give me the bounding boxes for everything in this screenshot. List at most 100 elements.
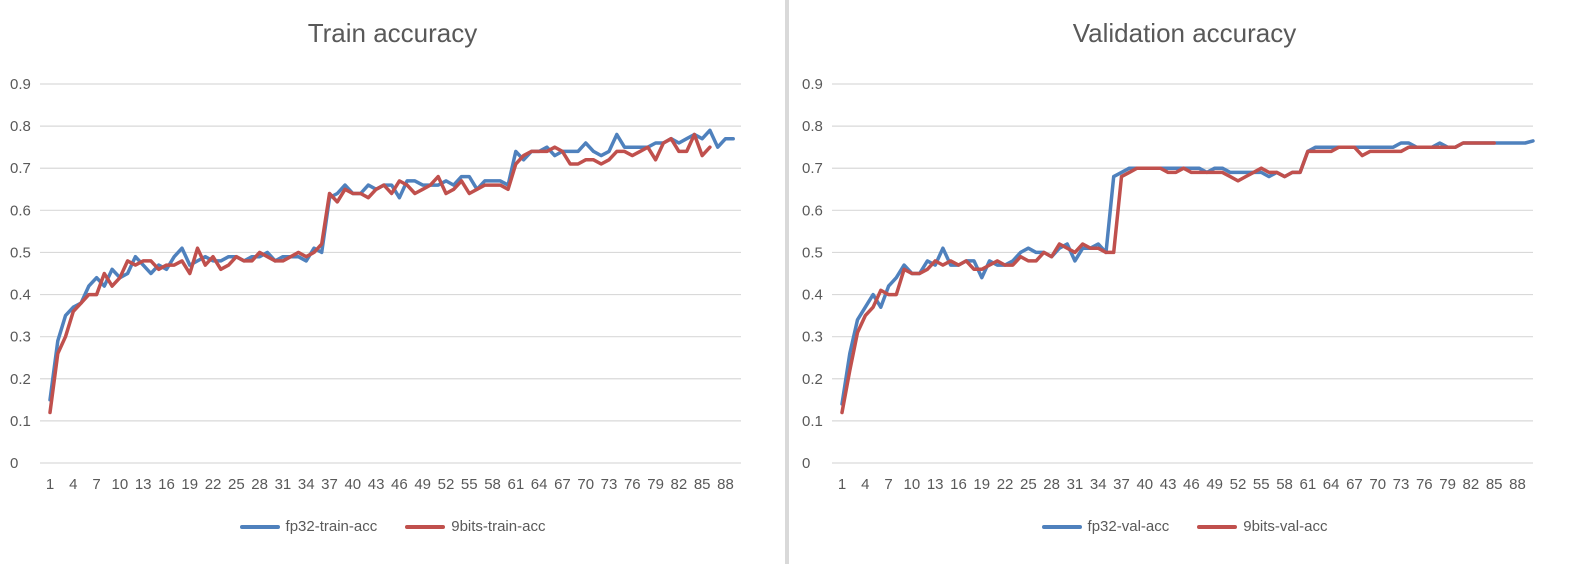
- x-tick-label: 85: [694, 476, 711, 493]
- x-tick-label: 43: [1160, 476, 1177, 493]
- x-tick-label: 55: [1253, 476, 1270, 493]
- y-tick-label: 0.2: [802, 371, 823, 388]
- legend-item-9bits: 9bits-val-acc: [1197, 518, 1327, 535]
- x-tick-label: 73: [1393, 476, 1410, 493]
- x-tick-label: 49: [414, 476, 431, 493]
- y-tick-label: 0.3: [10, 329, 31, 346]
- x-tick-label: 37: [1113, 476, 1130, 493]
- x-tick-label: 19: [973, 476, 990, 493]
- legend-swatch-blue: [1041, 524, 1082, 529]
- x-tick-label: 4: [69, 476, 77, 493]
- legend-swatch-blue: [239, 524, 280, 529]
- x-tick-label: 28: [251, 476, 268, 493]
- x-tick-label: 13: [927, 476, 944, 493]
- x-tick-label: 25: [228, 476, 245, 493]
- x-tick-label: 58: [484, 476, 501, 493]
- x-tick-label: 46: [1183, 476, 1200, 493]
- legend-label: fp32-val-acc: [1087, 518, 1170, 535]
- y-tick-label: 0.9: [802, 76, 823, 93]
- x-tick-label: 16: [950, 476, 967, 493]
- y-tick-label: 0: [10, 455, 18, 472]
- x-tick-label: 82: [1463, 476, 1480, 493]
- y-tick-label: 0.1: [10, 413, 31, 430]
- x-tick-label: 34: [1090, 476, 1107, 493]
- x-tick-label: 52: [438, 476, 455, 493]
- chart-legend: fp32-val-acc 9bits-val-acc: [792, 518, 1577, 535]
- x-tick-label: 40: [1136, 476, 1153, 493]
- train-accuracy-chart: Train accuracy 0 0.1 0.2 0.3 0.4 0.5 0.6 0.7 0.8…: [0, 0, 785, 564]
- x-tick-label: 79: [647, 476, 664, 493]
- train-accuracy-plot: 0 0.1 0.2 0.3 0.4 0.5 0.6 0.7 0.8 0.9 1 4 7 10 13 16 19 2…: [10, 76, 741, 493]
- y-tick-label: 0.7: [10, 160, 31, 177]
- x-tick-label: 70: [1369, 476, 1386, 493]
- x-tick-label: 70: [577, 476, 594, 493]
- x-tick-label: 10: [904, 476, 921, 493]
- series-line-9bits-train-acc: [48, 132, 712, 415]
- x-tick-label: 64: [531, 476, 548, 493]
- x-tick-label: 40: [344, 476, 361, 493]
- x-tick-label: 4: [861, 476, 869, 493]
- legend-label: 9bits-train-acc: [451, 518, 546, 535]
- series-line-fp32-val-acc: [840, 139, 1535, 406]
- x-tick-label: 7: [884, 476, 892, 493]
- x-tick-label: 61: [507, 476, 524, 493]
- x-tick-label: 22: [997, 476, 1014, 493]
- y-tick-label: 0.2: [10, 371, 31, 388]
- y-tick-label: 0: [802, 455, 810, 472]
- x-tick-label: 64: [1323, 476, 1340, 493]
- x-tick-label: 79: [1439, 476, 1456, 493]
- x-tick-label: 19: [181, 476, 198, 493]
- y-tick-label: 0.6: [10, 202, 31, 219]
- validation-accuracy-chart: Validation accuracy 0 0.1 0.2 0.3 0.4 0.5 0.6 0…: [792, 0, 1577, 564]
- y-tick-label: 0.8: [802, 118, 823, 135]
- x-tick-label: 82: [671, 476, 688, 493]
- legend-item-fp32: fp32-val-acc: [1041, 518, 1170, 535]
- x-tick-label: 37: [321, 476, 338, 493]
- legend-label: 9bits-val-acc: [1243, 518, 1328, 535]
- x-tick-label: 1: [46, 476, 54, 493]
- x-tick-label: 43: [368, 476, 385, 493]
- x-tick-label: 22: [205, 476, 222, 493]
- y-tick-label: 0.4: [802, 287, 823, 304]
- x-tick-label: 49: [1206, 476, 1223, 493]
- y-tick-label: 0.5: [10, 244, 31, 261]
- y-tick-label: 0.7: [802, 160, 823, 177]
- legend-label: fp32-train-acc: [285, 518, 378, 535]
- legend-item-fp32: fp32-train-acc: [239, 518, 378, 535]
- y-tick-label: 0.6: [802, 202, 823, 219]
- x-tick-label: 31: [1067, 476, 1084, 493]
- validation-accuracy-plot: 0 0.1 0.2 0.3 0.4 0.5 0.6 0.7 0.8 0.9 1 4 7 10 13 16 19 2…: [802, 76, 1535, 493]
- x-tick-label: 31: [275, 476, 292, 493]
- x-tick-label: 13: [135, 476, 152, 493]
- y-tick-label: 0.8: [10, 118, 31, 135]
- x-tick-label: 73: [601, 476, 618, 493]
- x-tick-label: 34: [298, 476, 315, 493]
- x-tick-label: 67: [554, 476, 571, 493]
- chart-legend: fp32-train-acc 9bits-train-acc: [0, 518, 785, 535]
- chart-title: Validation accuracy: [1072, 18, 1297, 48]
- legend-item-9bits: 9bits-train-acc: [405, 518, 545, 535]
- x-tick-label: 85: [1486, 476, 1503, 493]
- y-tick-label: 0.5: [802, 244, 823, 261]
- x-tick-label: 25: [1020, 476, 1037, 493]
- x-tick-label: 61: [1299, 476, 1316, 493]
- y-tick-label: 0.3: [802, 329, 823, 346]
- chart-title: Train accuracy: [307, 18, 478, 48]
- x-tick-label: 55: [461, 476, 478, 493]
- x-tick-label: 76: [624, 476, 641, 493]
- x-tick-label: 28: [1043, 476, 1060, 493]
- x-tick-label: 67: [1346, 476, 1363, 493]
- legend-swatch-red: [405, 524, 446, 529]
- series-line-9bits-val-acc: [840, 141, 1496, 415]
- y-tick-label: 0.1: [802, 413, 823, 430]
- x-tick-label: 88: [1509, 476, 1526, 493]
- x-tick-label: 7: [92, 476, 100, 493]
- y-tick-label: 0.4: [10, 287, 31, 304]
- x-tick-label: 10: [112, 476, 129, 493]
- y-tick-label: 0.9: [10, 76, 31, 93]
- legend-swatch-red: [1197, 524, 1238, 529]
- x-tick-label: 58: [1276, 476, 1293, 493]
- x-tick-label: 88: [717, 476, 734, 493]
- panel-divider: [785, 0, 789, 564]
- x-tick-label: 76: [1416, 476, 1433, 493]
